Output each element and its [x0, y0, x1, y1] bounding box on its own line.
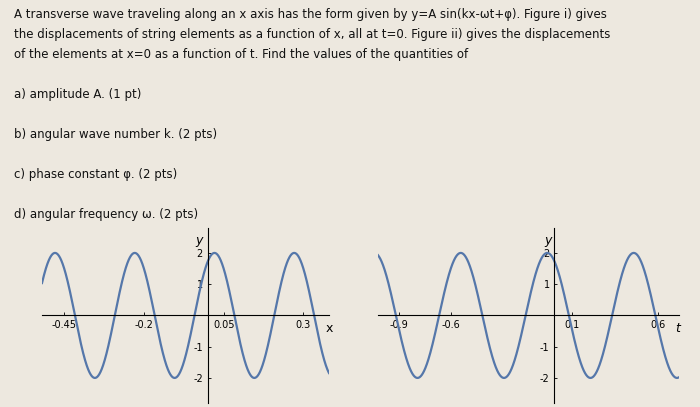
Text: of the elements at x=0 as a function of t. Find the values of the quantities of: of the elements at x=0 as a function of …: [14, 48, 468, 61]
Text: t: t: [676, 322, 680, 335]
Text: y: y: [545, 234, 552, 247]
Text: x: x: [326, 322, 332, 335]
Text: A transverse wave traveling along an x axis has the form given by y=A sin(kx-ωt+: A transverse wave traveling along an x a…: [14, 8, 607, 21]
Text: d) angular frequency ω. (2 pts): d) angular frequency ω. (2 pts): [14, 208, 198, 221]
Text: a) amplitude A. (1 pt): a) amplitude A. (1 pt): [14, 88, 141, 101]
Text: b) angular wave number k. (2 pts): b) angular wave number k. (2 pts): [14, 128, 217, 141]
Text: c) phase constant φ. (2 pts): c) phase constant φ. (2 pts): [14, 168, 177, 181]
Text: the displacements of string elements as a function of x, all at t=0. Figure ii) : the displacements of string elements as …: [14, 28, 610, 41]
Text: y: y: [196, 234, 203, 247]
